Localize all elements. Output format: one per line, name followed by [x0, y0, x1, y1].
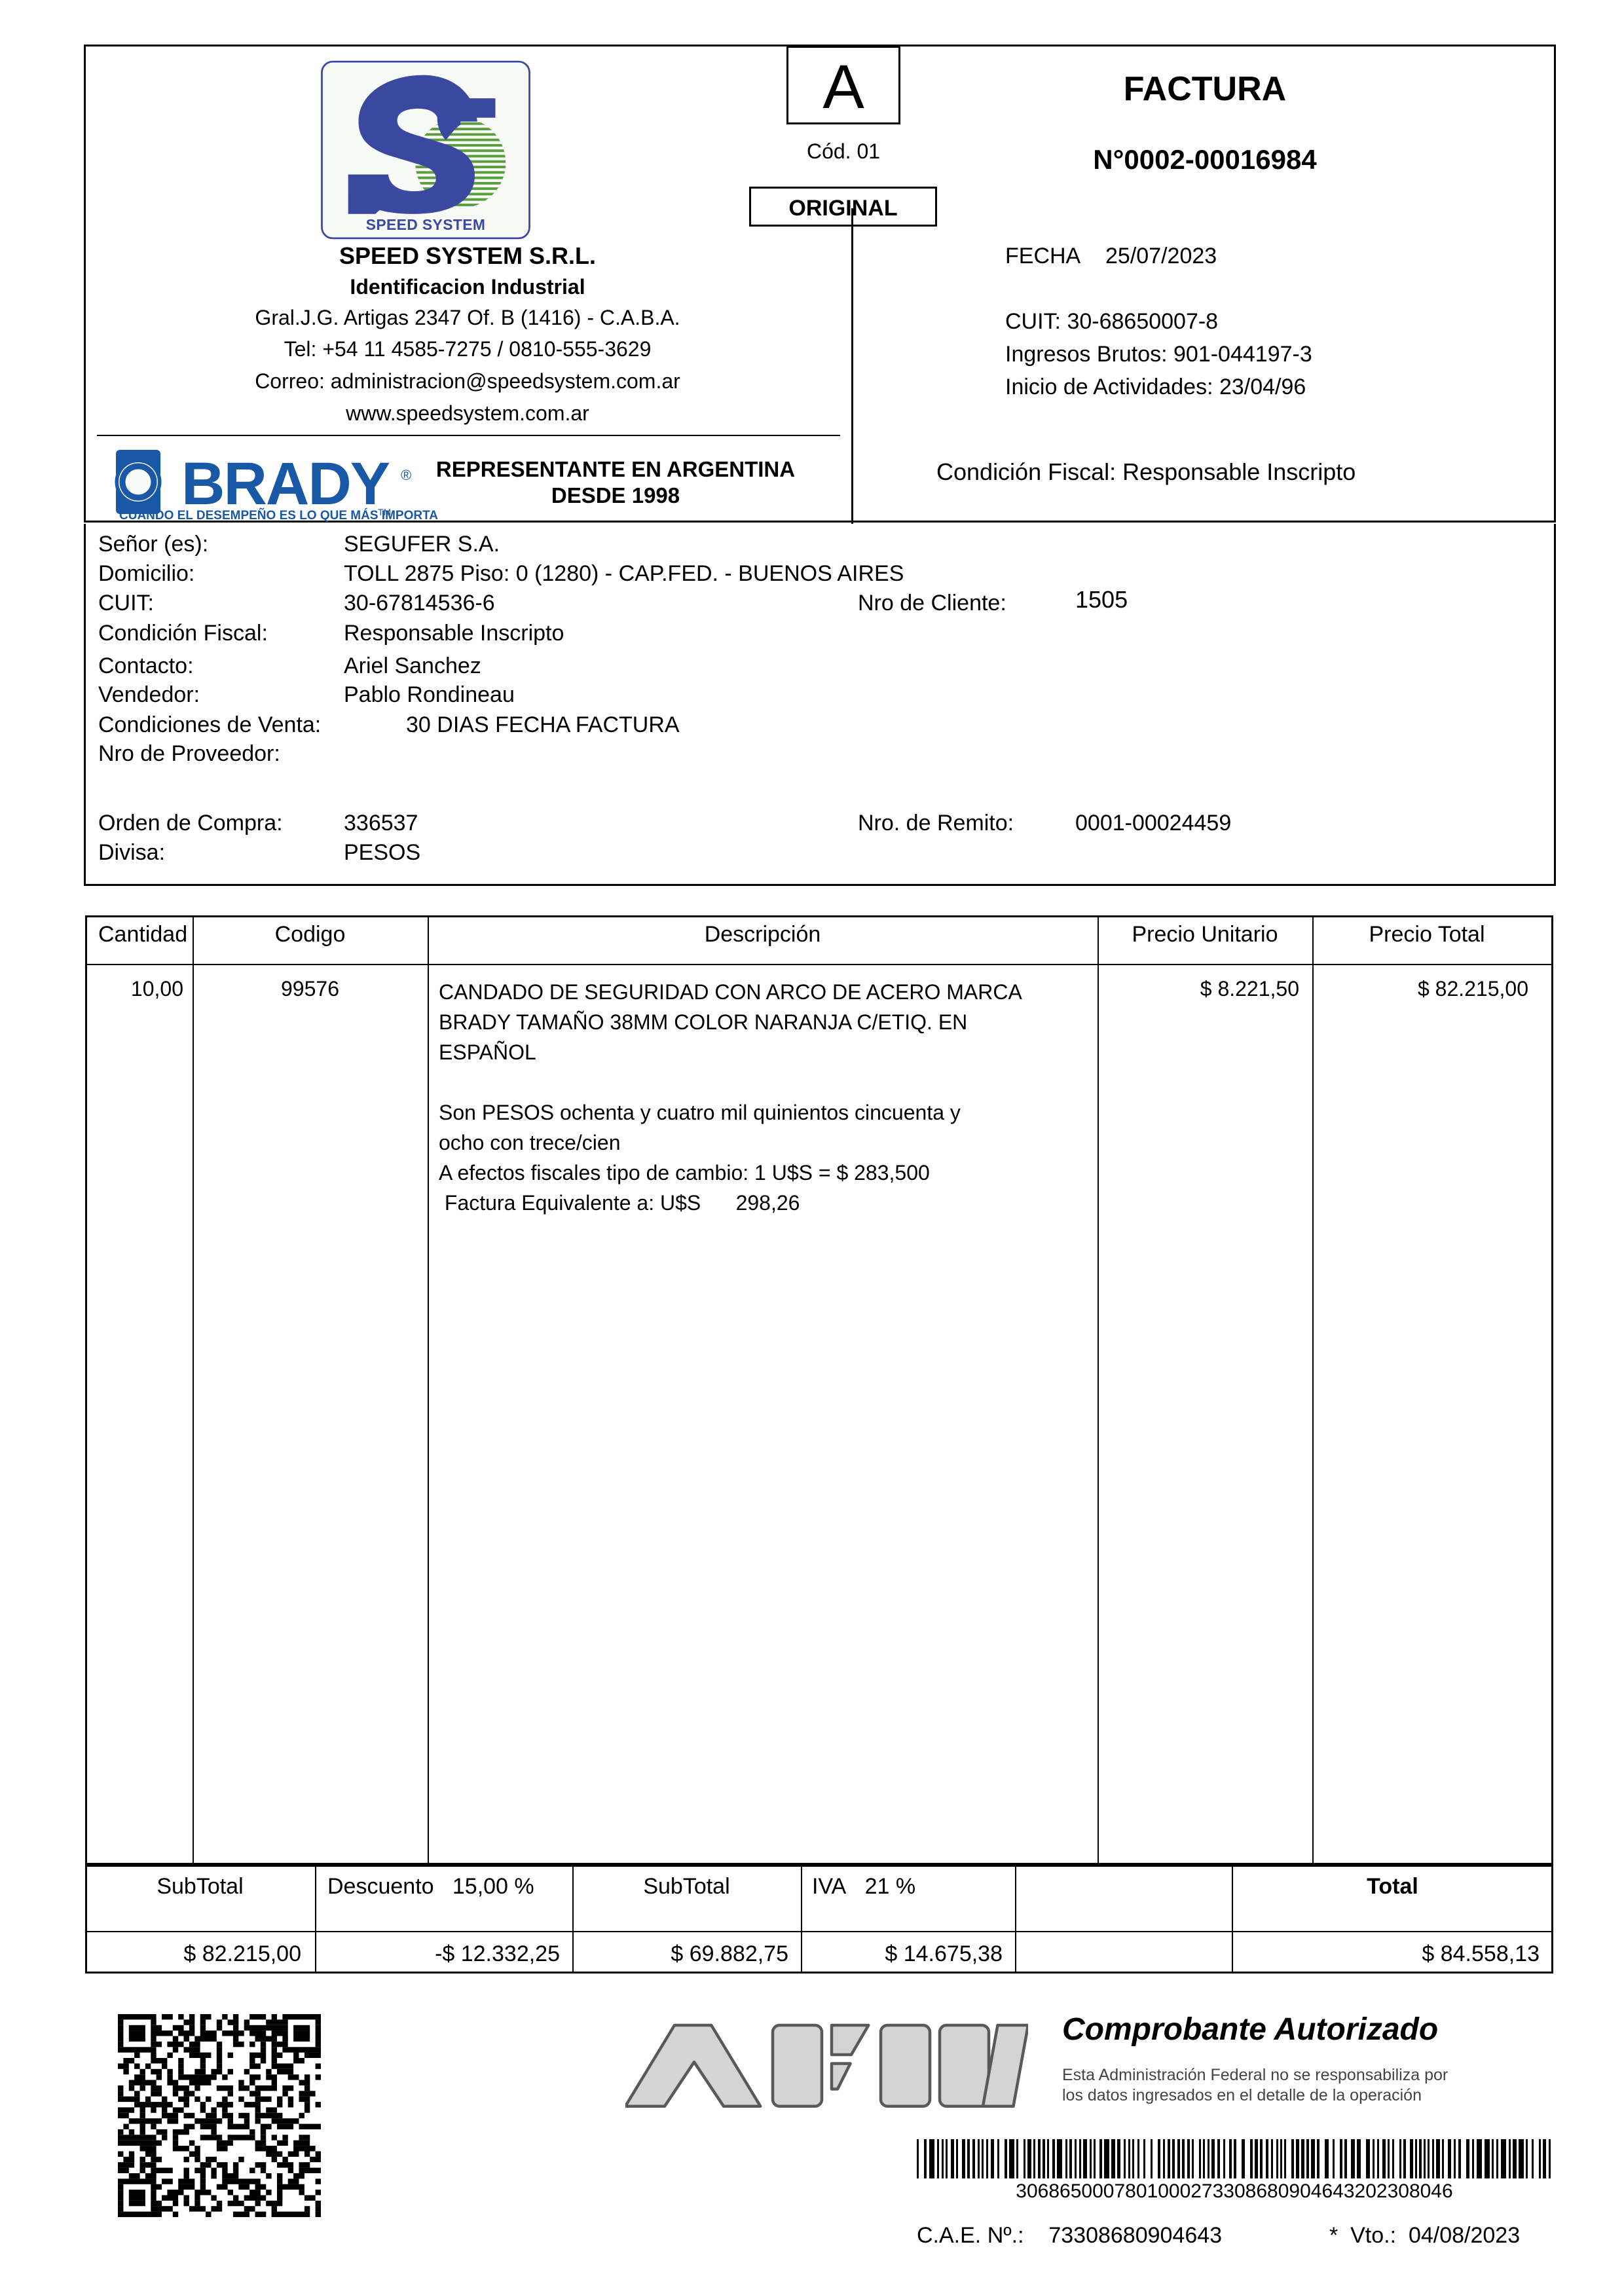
svg-text:TM: TM	[378, 507, 391, 517]
svg-text:BRADY: BRADY	[181, 450, 390, 517]
svg-text:SPEED SYSTEM: SPEED SYSTEM	[366, 216, 486, 233]
